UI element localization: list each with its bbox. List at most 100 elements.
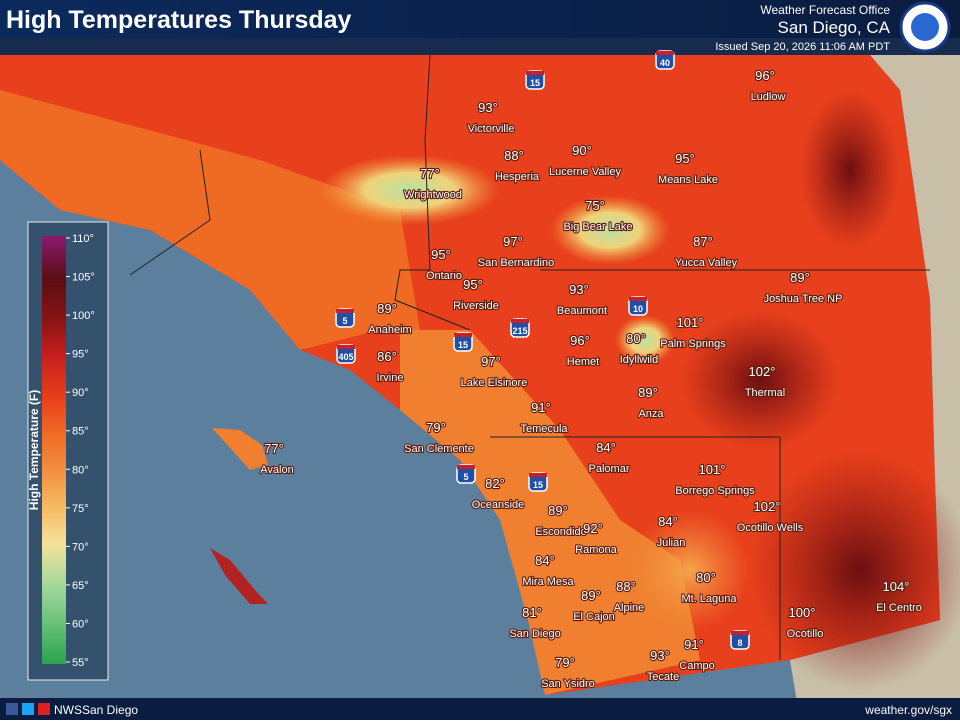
city-name: Lucerne Valley <box>549 166 621 178</box>
city-name: Borrego Springs <box>675 485 755 497</box>
city-name: Ontario <box>426 270 462 282</box>
nws-logo-inner <box>911 13 939 41</box>
city-temp: 95° <box>431 247 451 262</box>
city-temp: 100° <box>789 605 816 620</box>
city-name: Means Lake <box>658 174 718 186</box>
city-temp: 95° <box>463 277 483 292</box>
city-temp: 77° <box>264 441 284 456</box>
interstate-shield-top <box>337 345 355 349</box>
legend-tick-label: 110° <box>72 233 94 245</box>
mountain-mild <box>630 510 750 630</box>
city-temp: 104° <box>883 579 910 594</box>
city-temp: 84° <box>596 440 616 455</box>
city-temp: 90° <box>572 143 592 158</box>
desert-hot <box>680 310 840 450</box>
interstate-number: 15 <box>458 340 468 350</box>
city-name: Lake Elsinore <box>461 377 528 389</box>
city-name: Hemet <box>567 356 599 368</box>
city-name: Joshua Tree NP <box>764 293 843 305</box>
city-name: San Clemente <box>404 443 474 455</box>
city-temp: 89° <box>581 588 601 603</box>
city-name: Anza <box>638 408 664 420</box>
city-name: Irvine <box>377 372 404 384</box>
city-temp: 96° <box>755 68 775 83</box>
office: Weather Forecast Office <box>760 3 890 17</box>
city-name: Tecate <box>647 671 679 683</box>
city-temp: 93° <box>569 282 589 297</box>
legend-colorbar <box>42 236 66 664</box>
city-temp: 87° <box>693 234 713 249</box>
interstate-number: 5 <box>342 316 347 326</box>
footer-bar <box>0 698 960 720</box>
city-temp: 81° <box>522 605 542 620</box>
city-temp: 79° <box>555 655 575 670</box>
interstate-number: 215 <box>512 326 527 336</box>
interstate-number: 40 <box>660 58 670 68</box>
desert-hot <box>750 450 960 690</box>
city-name: San Diego <box>509 628 560 640</box>
city-temp: 101° <box>677 315 704 330</box>
legend-title: High Temperature (F) <box>27 390 41 510</box>
legend-tick-label: 55° <box>72 657 89 669</box>
city-name: Riverside <box>453 300 499 312</box>
coastal-zone <box>400 330 700 695</box>
interstate-shield-top <box>457 465 475 469</box>
interstate-shield-top <box>336 309 354 313</box>
legend-tick-label: 90° <box>72 387 89 399</box>
interstate-number: 15 <box>533 480 543 490</box>
city-temp: 101° <box>699 462 726 477</box>
city-name: Ocotillo <box>787 628 824 640</box>
interstate-shield-top <box>656 51 674 55</box>
city-temp: 86° <box>377 349 397 364</box>
city-temp: 92° <box>583 521 603 536</box>
footer-account: NWSSan Diego <box>54 703 138 717</box>
city-name: Oceanside <box>472 499 525 511</box>
header-bar <box>0 0 960 38</box>
city-temp: 84° <box>658 514 678 529</box>
city-name: Ocotillo Wells <box>737 522 804 534</box>
mountain-cool <box>320 155 500 225</box>
city-name: El Cajon <box>573 611 615 623</box>
city-name: Victorville <box>468 123 515 135</box>
city-name: Thermal <box>745 387 785 399</box>
city-name: San Bernardino <box>478 257 554 269</box>
city-temp: 93° <box>650 648 670 663</box>
legend-tick-label: 60° <box>72 618 89 630</box>
interstate-shield-top <box>511 319 529 323</box>
city-name: Big Bear Lake <box>563 221 632 233</box>
footer-url: weather.gov/sgx <box>864 703 952 717</box>
city-temp: 102° <box>749 364 776 379</box>
city-name: Beaumont <box>557 305 607 317</box>
legend-tick-label: 65° <box>72 580 89 592</box>
city-temp: 79° <box>426 420 446 435</box>
city-name: Alpine <box>614 602 645 614</box>
youtube-icon <box>38 703 50 715</box>
city-name: Palomar <box>589 463 630 475</box>
city-temp: 91° <box>531 400 551 415</box>
title: High Temperatures Thursday <box>6 6 352 34</box>
twitter-icon <box>22 703 34 715</box>
facebook-icon <box>6 703 18 715</box>
city-temp: 97° <box>481 354 501 369</box>
city-temp: 89° <box>638 385 658 400</box>
city-name: Avalon <box>260 464 293 476</box>
city-temp: 89° <box>790 270 810 285</box>
city-name: Palm Springs <box>660 338 726 350</box>
city-name: Temecula <box>520 423 568 435</box>
city-name: El Centro <box>876 602 922 614</box>
interstate-shield-top <box>629 297 647 301</box>
city-temp: 75° <box>585 198 605 213</box>
interstate-shield-top <box>526 71 544 75</box>
legend-tick-label: 95° <box>72 349 89 361</box>
county-lines <box>129 54 930 660</box>
city-temp: 80° <box>696 570 716 585</box>
island <box>212 428 268 470</box>
city-temp: 82° <box>485 476 505 491</box>
city-temp: 88° <box>504 148 524 163</box>
interstate-shield-top <box>454 333 472 337</box>
legend-tick-label: 75° <box>72 503 89 515</box>
desert-outside <box>790 55 960 720</box>
legend-tick-label: 80° <box>72 464 89 476</box>
city-name: Escondido <box>535 526 586 538</box>
